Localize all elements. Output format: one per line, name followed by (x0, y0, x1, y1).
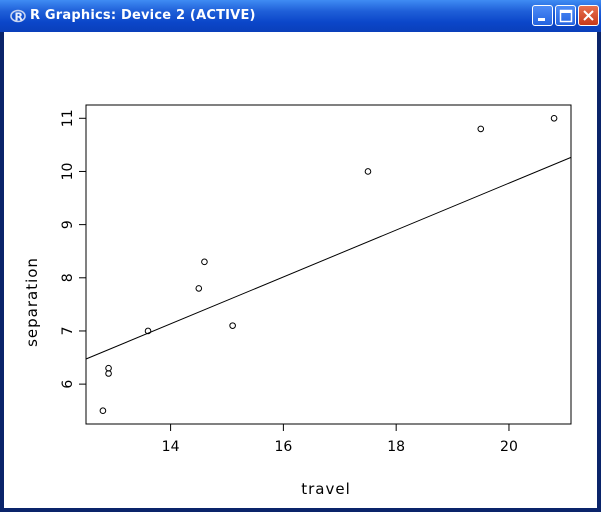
y-tick-label: 6 (60, 380, 76, 389)
y-tick-label: 7 (60, 326, 76, 335)
maximize-button[interactable] (555, 5, 576, 26)
data-point (477, 125, 485, 133)
regression-line (85, 156, 572, 360)
maximize-icon (559, 9, 573, 23)
x-tick-label: 18 (387, 439, 405, 455)
y-tick-label: 11 (60, 109, 76, 127)
data-point (99, 407, 107, 415)
data-point (195, 285, 203, 292)
data-point (105, 364, 112, 372)
minimize-button[interactable] (532, 5, 553, 26)
minimize-icon (538, 18, 545, 21)
data-point (144, 327, 152, 335)
plot-frame (85, 104, 572, 425)
y-tick-label: 10 (60, 163, 76, 181)
x-axis-label: travel (301, 480, 351, 498)
y-tick-label: 8 (60, 273, 76, 282)
r-logo-icon: R (10, 9, 26, 24)
scatter-plot: 14 16 18 20 6 7 8 9 10 11 travel separation (23, 104, 572, 498)
data-point (105, 370, 112, 377)
close-button[interactable] (578, 5, 599, 26)
data-point (364, 168, 372, 175)
x-tick-label: 14 (162, 439, 180, 455)
data-point (201, 258, 208, 266)
x-tick-label: 20 (500, 439, 518, 455)
plot-area: 14 16 18 20 6 7 8 9 10 11 travel separation (4, 32, 597, 508)
data-point (229, 322, 236, 329)
y-tick-label: 9 (60, 220, 76, 229)
y-axis-label: separation (23, 257, 41, 347)
svg-text:R: R (15, 11, 24, 24)
x-tick-label: 16 (274, 439, 292, 455)
window-title: R Graphics: Device 2 (ACTIVE) (30, 8, 256, 23)
title-bar[interactable]: R R Graphics: Device 2 (ACTIVE) (0, 0, 601, 32)
close-icon (583, 10, 594, 21)
data-point (550, 114, 558, 122)
